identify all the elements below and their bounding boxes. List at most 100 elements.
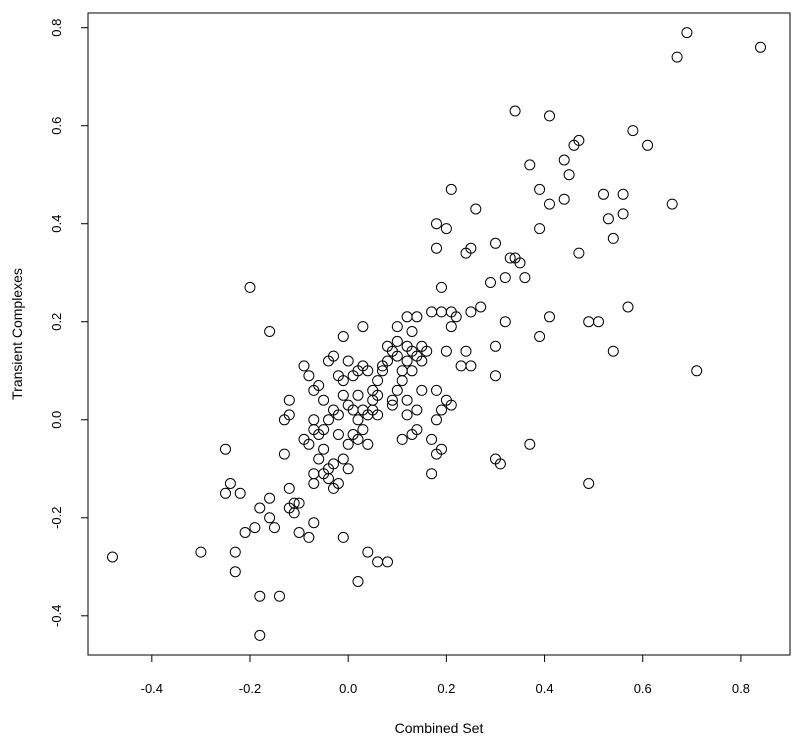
data-point-132 — [436, 306, 447, 318]
data-point-162 — [514, 257, 526, 269]
data-point-58 — [332, 478, 344, 489]
data-point-3 — [220, 487, 231, 499]
data-point-79 — [357, 424, 369, 436]
data-point-150 — [475, 301, 487, 313]
y-tick-label-4: 0.4 — [49, 215, 64, 233]
data-point-179 — [583, 478, 595, 489]
data-point-82 — [362, 438, 374, 450]
data-point-105 — [396, 433, 408, 445]
data-point-140 — [445, 321, 457, 333]
data-point-117 — [411, 404, 423, 416]
data-point-164 — [524, 159, 536, 171]
data-point-40 — [313, 380, 325, 391]
data-point-27 — [293, 527, 305, 538]
data-point-169 — [544, 110, 555, 122]
data-point-181 — [598, 188, 609, 200]
y-tick-label-6: 0.8 — [49, 19, 64, 37]
data-point-72 — [352, 389, 364, 401]
data-point-21 — [283, 409, 295, 421]
data-point-110 — [401, 409, 413, 421]
data-point-102 — [391, 384, 403, 396]
data-point-118 — [411, 424, 423, 436]
data-point-136 — [440, 345, 452, 357]
data-point-185 — [617, 188, 629, 200]
data-point-145 — [460, 345, 472, 357]
data-point-8 — [239, 527, 251, 538]
data-point-189 — [642, 139, 654, 151]
data-point-184 — [607, 345, 619, 357]
data-point-173 — [558, 193, 570, 205]
data-point-95 — [382, 556, 393, 568]
data-point-44 — [318, 424, 330, 436]
data-point-147 — [465, 306, 477, 318]
data-point-148 — [465, 360, 477, 372]
data-point-7 — [234, 487, 246, 499]
y-tick-label-0: -0.4 — [49, 605, 64, 627]
data-point-63 — [337, 531, 349, 543]
data-point-13 — [254, 629, 266, 641]
data-point-29 — [298, 360, 310, 372]
data-point-9 — [244, 281, 256, 293]
data-point-153 — [490, 340, 501, 352]
data-point-51 — [328, 350, 339, 362]
data-point-57 — [332, 429, 344, 440]
data-point-161 — [509, 105, 521, 117]
data-point-172 — [558, 154, 570, 166]
data-point-17 — [269, 522, 280, 534]
data-point-143 — [455, 360, 467, 372]
data-point-121 — [416, 384, 428, 396]
data-point-128 — [431, 384, 442, 396]
data-point-113 — [406, 365, 418, 377]
data-point-167 — [534, 223, 546, 235]
data-point-66 — [342, 438, 354, 450]
x-tick-label-3: 0.2 — [437, 681, 455, 696]
data-point-1 — [195, 546, 207, 558]
y-tick-label-5: 0.6 — [49, 117, 64, 135]
data-point-31 — [303, 438, 315, 450]
data-point-6 — [229, 566, 241, 578]
data-point-11 — [254, 502, 266, 514]
data-point-0 — [107, 551, 118, 563]
data-point-190 — [666, 198, 678, 210]
data-point-111 — [406, 326, 418, 337]
data-point-62 — [337, 453, 349, 465]
data-point-19 — [278, 448, 290, 460]
data-point-89 — [372, 409, 384, 421]
data-point-50 — [323, 473, 334, 485]
data-point-123 — [426, 306, 438, 318]
x-tick-label-4: 0.4 — [536, 681, 554, 696]
data-point-154 — [490, 370, 501, 382]
data-point-171 — [544, 311, 555, 323]
data-point-182 — [602, 213, 614, 225]
data-point-126 — [431, 218, 442, 230]
data-point-15 — [264, 512, 276, 524]
data-point-48 — [323, 414, 334, 426]
data-point-98 — [386, 399, 398, 411]
data-point-115 — [411, 311, 423, 323]
y-axis-title: Transient Complexes — [9, 268, 25, 400]
data-point-163 — [519, 272, 531, 284]
data-point-134 — [436, 443, 447, 455]
data-point-125 — [426, 468, 438, 480]
x-tick-label-1: -0.2 — [239, 681, 261, 696]
x-tick-label-5: 0.6 — [634, 681, 652, 696]
data-point-10 — [249, 522, 261, 534]
data-point-53 — [328, 458, 339, 470]
data-point-152 — [490, 237, 501, 249]
data-point-124 — [426, 433, 438, 445]
data-point-90 — [372, 556, 384, 568]
data-point-133 — [436, 404, 447, 416]
data-point-32 — [303, 370, 315, 382]
data-point-159 — [504, 252, 516, 264]
data-point-149 — [470, 203, 482, 215]
data-point-42 — [313, 453, 325, 465]
data-point-146 — [465, 242, 477, 254]
data-point-73 — [352, 414, 364, 426]
data-point-59 — [337, 331, 349, 342]
data-point-166 — [534, 183, 546, 195]
data-point-174 — [563, 169, 575, 181]
data-point-158 — [499, 316, 511, 328]
x-tick-label-2: 0.0 — [339, 681, 357, 696]
data-point-191 — [671, 51, 683, 63]
data-point-80 — [362, 365, 374, 377]
